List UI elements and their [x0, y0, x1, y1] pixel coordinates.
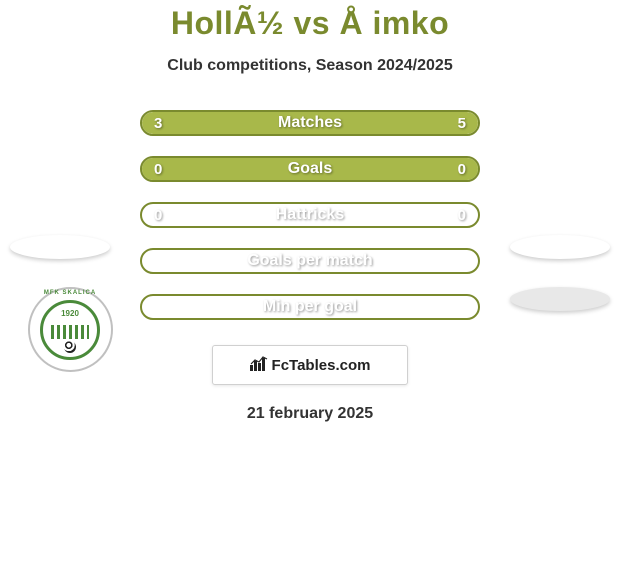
stat-label: Min per goal	[142, 298, 478, 316]
player-right-placeholder	[510, 235, 610, 259]
player-left-placeholder	[10, 235, 110, 259]
stat-row-min-per-goal: Min per goal	[140, 294, 480, 320]
brand-text: FcTables.com	[272, 357, 371, 374]
page-title: HollÃ½ vs Å imko	[0, 5, 620, 42]
stat-label: Goals per match	[142, 252, 478, 270]
badge-ball-icon	[64, 341, 76, 353]
stat-row-hattricks: 0 Hattricks 0	[140, 202, 480, 228]
club-right-placeholder	[510, 287, 610, 311]
stat-label: Matches	[142, 114, 478, 132]
badge-year: 1920	[61, 309, 79, 318]
stat-label: Goals	[142, 160, 478, 178]
stat-right-value: 0	[458, 161, 466, 178]
chart-icon	[250, 355, 268, 376]
badge-stripes-icon	[51, 325, 89, 339]
date-text: 21 february 2025	[0, 405, 620, 423]
club-left-badge: MFK SKALICA 1920	[20, 287, 120, 372]
page-subtitle: Club competitions, Season 2024/2025	[0, 57, 620, 75]
stat-row-goals-per-match: Goals per match	[140, 248, 480, 274]
stat-right-value: 0	[458, 207, 466, 224]
brand-box[interactable]: FcTables.com	[212, 345, 408, 385]
stat-row-goals: 0 Goals 0	[140, 156, 480, 182]
badge-inner-ring: 1920	[40, 300, 100, 360]
badge-club-name: MFK SKALICA	[44, 290, 96, 296]
stats-area: MFK SKALICA 1920 3 Matches 5 0 Goals 0	[0, 110, 620, 423]
stat-right-value: 5	[458, 115, 466, 132]
stat-label: Hattricks	[142, 206, 478, 224]
stat-row-matches: 3 Matches 5	[140, 110, 480, 136]
badge-outer-ring: MFK SKALICA 1920	[28, 287, 113, 372]
